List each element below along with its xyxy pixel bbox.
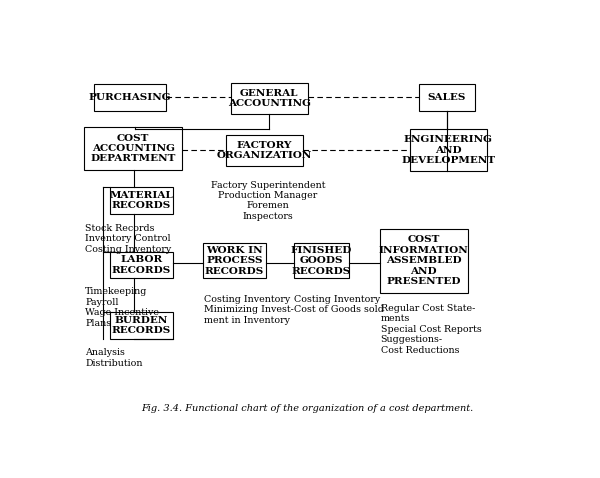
Bar: [226, 135, 303, 166]
Text: LABOR
RECORDS: LABOR RECORDS: [112, 255, 171, 275]
Text: COST
INFORMATION
ASSEMBLED
AND
PRESENTED: COST INFORMATION ASSEMBLED AND PRESENTED: [379, 235, 469, 286]
Text: Fig. 3.4. Functional chart of the organization of a cost department.: Fig. 3.4. Functional chart of the organi…: [142, 403, 473, 413]
Bar: [203, 243, 266, 278]
Text: Timekeeping
Payroll
Wage Incentive
Plans: Timekeeping Payroll Wage Incentive Plans: [85, 287, 159, 327]
Text: Costing Inventory
Minimizing Invest-
ment in Inventory: Costing Inventory Minimizing Invest- men…: [204, 295, 294, 325]
Bar: [410, 129, 487, 172]
Text: BURDEN
RECORDS: BURDEN RECORDS: [112, 316, 171, 336]
Text: Analysis
Distribution: Analysis Distribution: [85, 348, 143, 368]
Bar: [110, 187, 173, 214]
Text: GENERAL
ACCOUNTING: GENERAL ACCOUNTING: [227, 89, 311, 109]
Text: MATERIAL
RECORDS: MATERIAL RECORDS: [109, 191, 173, 210]
Bar: [293, 243, 349, 278]
Text: Costing Inventory
Cost of Goods sold: Costing Inventory Cost of Goods sold: [295, 295, 385, 314]
Text: ENGINEERING
AND
DEVELOPMENT: ENGINEERING AND DEVELOPMENT: [401, 135, 495, 165]
Text: WORK IN
PROCESS
RECORDS: WORK IN PROCESS RECORDS: [205, 246, 264, 276]
Bar: [110, 313, 173, 339]
Bar: [231, 83, 308, 114]
Text: FACTORY
ORGANIZATION: FACTORY ORGANIZATION: [217, 141, 312, 160]
Text: Factory Superintendent
Production Manager
Foremen
Inspectors: Factory Superintendent Production Manage…: [211, 181, 325, 221]
Bar: [110, 252, 173, 278]
Text: Regular Cost State-
ments
Special Cost Reports
Suggestions-
Cost Reductions: Regular Cost State- ments Special Cost R…: [380, 304, 481, 355]
Bar: [94, 84, 166, 111]
Bar: [84, 127, 182, 170]
Bar: [380, 228, 468, 293]
Text: FINISHED
GOODS
RECORDS: FINISHED GOODS RECORDS: [291, 246, 352, 276]
Text: PURCHASING: PURCHASING: [88, 93, 171, 102]
Text: Stock Records
Inventory Control
Costing Inventory: Stock Records Inventory Control Costing …: [85, 224, 172, 253]
Text: COST
ACCOUNTING
DEPARTMENT: COST ACCOUNTING DEPARTMENT: [91, 133, 176, 163]
Bar: [419, 84, 475, 111]
Text: SALES: SALES: [428, 93, 466, 102]
